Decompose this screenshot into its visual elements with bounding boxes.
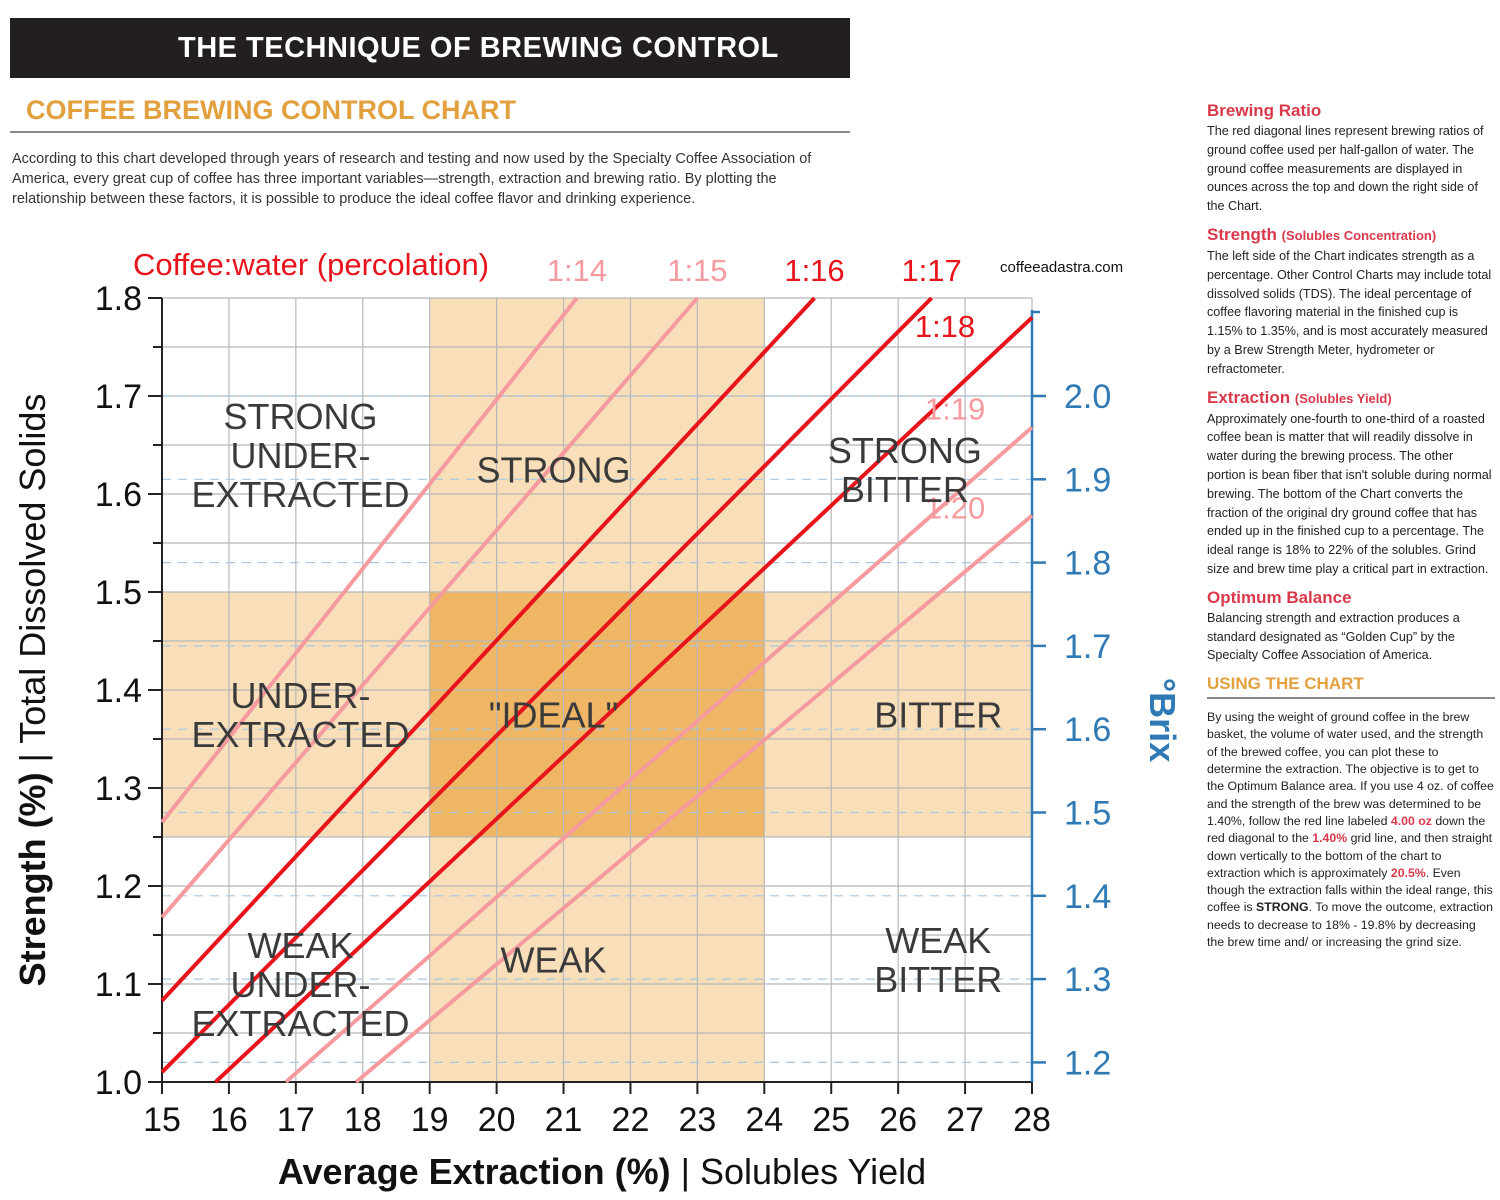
region-label: WEAK [885, 920, 991, 961]
ratio-label-1-17: 1:17 [901, 253, 961, 288]
x-tick-label: 20 [478, 1101, 516, 1139]
brix-tick-label: 1.7 [1064, 628, 1111, 666]
x-tick-label: 19 [411, 1101, 449, 1139]
y-tick-label: 1.4 [95, 672, 142, 710]
page-title: THE TECHNIQUE OF BREWING CONTROL [178, 32, 779, 64]
using-bold-strong: STRONG [1256, 900, 1309, 915]
y-tick-label: 1.2 [95, 868, 142, 906]
region-label: UNDER- [231, 675, 371, 716]
title-bar: THE TECHNIQUE OF BREWING CONTROL [10, 18, 850, 78]
brix-axis-title: °Brix [1142, 678, 1183, 762]
x-tick-label: 24 [745, 1101, 783, 1139]
using-text-1: By using the weight of ground coffee in … [1207, 710, 1494, 828]
region-label: UNDER- [231, 435, 371, 476]
ratio-title: Coffee:water (percolation) [133, 247, 489, 282]
ratio-line-1-18 [214, 316, 1034, 1084]
ratio-label-1-18: 1:18 [915, 309, 975, 344]
brix-tick-label: 1.6 [1064, 711, 1111, 749]
watermark-text: coffeeadastra.com [1000, 259, 1123, 276]
ratio-line-1-14 [160, 296, 579, 824]
brix-tick-label: 2.0 [1064, 378, 1111, 416]
y-tick-label: 1.1 [95, 966, 142, 1004]
brewing-ratio-heading: Brewing Ratio [1207, 101, 1322, 120]
x-tick-label: 23 [678, 1101, 716, 1139]
brewing-control-chart: 1.0 1.1 1.2 1.3 1.4 1.5 1.6 1.7 1.8 15 16 17 18 19 20 2… [12, 247, 1183, 1192]
ratio-label-1-14: 1:14 [547, 253, 607, 288]
heading-divider [10, 131, 850, 133]
brix-tick-label: 1.5 [1064, 795, 1111, 833]
ratio-label-1-15: 1:15 [667, 253, 727, 288]
using-text-3: grid line, and then straight down vertic… [1207, 831, 1493, 880]
region-label: BITTER [874, 695, 1002, 736]
region-label: STRONG [828, 430, 982, 471]
ratio-line-1-15 [160, 296, 699, 919]
x-tick-label: 25 [812, 1101, 850, 1139]
optimum-balance-heading: Optimum Balance [1207, 587, 1352, 607]
using-chart-heading: USING THE CHART [1207, 674, 1364, 694]
ratio-label-1-19: 1:19 [925, 392, 985, 427]
x-axis-title: Average Extraction (%) | Solubles Yield [278, 1151, 926, 1192]
brix-tick-label: 1.8 [1064, 545, 1111, 583]
using-chart-divider [1207, 697, 1495, 700]
ratio-line-1-16 [160, 296, 816, 1003]
x-tick-label: 21 [545, 1101, 583, 1139]
using-highlight-oz: 4.00 oz [1390, 813, 1432, 828]
strength-heading-main: Strength [1207, 224, 1277, 244]
strength-heading-sub: (Solubles Concentration) [1281, 227, 1437, 243]
region-label: STRONG [476, 450, 630, 491]
using-chart-text: By using the weight of ground coffee in … [1207, 709, 1495, 951]
using-text-5: . To move the outcome, extraction needs … [1207, 900, 1493, 949]
x-tick-label: 15 [143, 1101, 181, 1139]
brix-tick-label: 1.2 [1064, 1044, 1111, 1082]
region-label: BITTER [874, 959, 1002, 1000]
x-tick-label: 17 [277, 1101, 315, 1139]
strength-heading: Strength (Solubles Concentration) [1207, 224, 1495, 247]
y-tick-label: 1.3 [95, 770, 142, 808]
region-label: WEAK [248, 925, 354, 966]
extraction-heading-main: Extraction [1207, 387, 1291, 407]
x-tick-label: 22 [612, 1101, 650, 1139]
y-tick-label: 1.8 [95, 280, 142, 318]
region-label: UNDER- [231, 964, 371, 1005]
chart-heading: COFFEE BREWING CONTROL CHART [26, 95, 516, 125]
strength-text: The left side of the Chart indicates str… [1207, 248, 1492, 376]
extraction-heading-sub: (Solubles Yield) [1294, 390, 1392, 406]
y-axis-title: Strength (%) | Total Dissolved Solids [12, 394, 53, 987]
region-label: EXTRACTED [192, 714, 410, 755]
y-tick-label: 1.6 [95, 476, 142, 514]
extraction-heading: Extraction (Solubles Yield) [1207, 387, 1495, 410]
region-label: BITTER [841, 469, 969, 510]
brix-tick-label: 1.9 [1064, 461, 1111, 499]
brewing-ratio-text: The red diagonal lines represent brewing… [1207, 124, 1484, 214]
ratio-line-1-20 [354, 514, 1034, 1084]
y-tick-label: 1.7 [95, 378, 142, 416]
y-tick-label: 1.5 [95, 574, 142, 612]
x-tick-label: 27 [946, 1101, 984, 1139]
region-label: WEAK [500, 940, 606, 981]
region-label: EXTRACTED [192, 1003, 410, 1044]
extraction-text: Approximately one-fourth to one-third of… [1207, 411, 1492, 576]
ratio-line-1-17 [160, 296, 934, 1074]
ratio-line-1-19 [284, 425, 1034, 1084]
optimum-balance-text: Balancing strength and extraction produc… [1207, 610, 1460, 663]
brix-tick-label: 1.4 [1064, 878, 1111, 916]
ratio-label-1-16: 1:16 [784, 253, 844, 288]
using-text-4: . Even though the extraction falls withi… [1207, 865, 1493, 915]
region-label: EXTRACTED [192, 474, 410, 515]
sidebar: Brewing Ratio The red diagonal lines rep… [1207, 100, 1495, 951]
region-label: "IDEAL" [489, 695, 619, 736]
using-text-2: down the red diagonal to the [1207, 813, 1486, 846]
x-tick-label: 16 [210, 1101, 248, 1139]
brix-tick-label: 1.3 [1064, 961, 1111, 999]
ratio-label-1-20: 1:20 [925, 491, 985, 526]
intro-paragraph: According to this chart developed throug… [12, 151, 812, 207]
x-tick-label: 28 [1013, 1101, 1051, 1139]
region-label: STRONG [224, 396, 378, 437]
using-highlight-strength: 1.40% [1312, 831, 1348, 846]
x-tick-label: 18 [344, 1101, 382, 1139]
y-tick-label: 1.0 [95, 1064, 142, 1102]
x-tick-label: 26 [879, 1101, 917, 1139]
using-highlight-extraction: 20.5% [1390, 865, 1426, 880]
